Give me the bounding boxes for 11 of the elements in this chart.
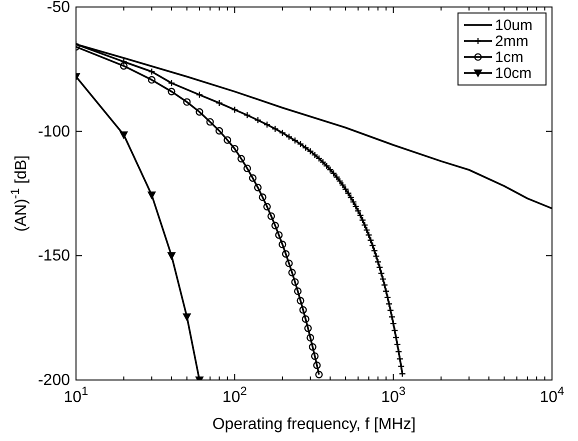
x-tick-label: 10$^{4}$ — [540, 384, 565, 406]
legend-label: 2mm — [495, 33, 528, 50]
y-tick-label: -100 — [38, 123, 70, 140]
x-tick-label: 10$^{3}$ — [381, 384, 406, 406]
legend-label: 10um — [495, 17, 533, 34]
y-tick-label: -150 — [38, 248, 70, 265]
legend-label: 10cm — [495, 65, 532, 82]
x-tick-label: 10$^{2}$ — [222, 384, 248, 406]
x-axis-title: Operating frequency, f [MHz] — [212, 416, 416, 433]
legend-label: 1cm — [495, 49, 524, 66]
y-tick-label: -50 — [46, 0, 70, 16]
